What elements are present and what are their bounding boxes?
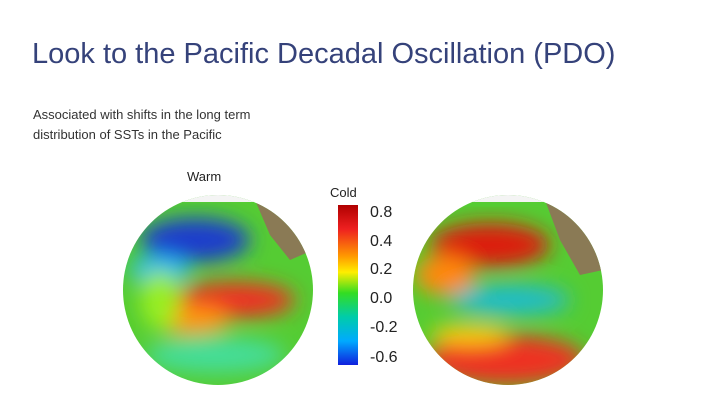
warm-globe: [123, 195, 313, 385]
cold-label: Cold: [330, 185, 357, 200]
colorbar-label: 0.0: [370, 290, 392, 307]
colorbar-label: 0.8: [370, 204, 392, 221]
body-text: Associated with shifts in the long term …: [33, 107, 251, 142]
colorbar-label: 0.2: [370, 261, 392, 278]
colorbar-labels: 0.8 0.4 0.2 0.0 -0.2 -0.6: [370, 204, 398, 366]
colorbar-label: -0.6: [370, 349, 398, 366]
warm-label: Warm: [187, 169, 222, 184]
colorbar-label: 0.4: [370, 233, 392, 250]
slide-title: Look to the Pacific Decadal Oscillation …: [32, 38, 616, 70]
colorbar: [338, 205, 358, 365]
cold-globe: [413, 195, 603, 385]
colorbar-label: -0.2: [370, 319, 398, 336]
